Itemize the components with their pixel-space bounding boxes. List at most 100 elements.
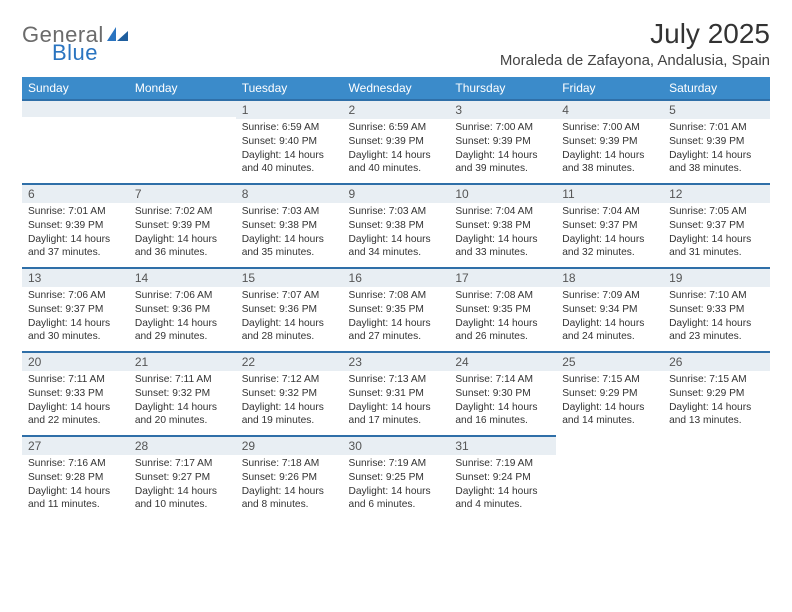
sunset-line: Sunset: 9:39 PM: [135, 219, 230, 233]
daylight-line: Daylight: 14 hours and 8 minutes.: [242, 485, 337, 513]
sunset-line: Sunset: 9:30 PM: [455, 387, 550, 401]
day-number: 9: [343, 183, 450, 203]
calendar-day-cell: 4Sunrise: 7:00 AMSunset: 9:39 PMDaylight…: [556, 99, 663, 183]
calendar-day-cell: 31Sunrise: 7:19 AMSunset: 9:24 PMDayligh…: [449, 435, 556, 519]
day-number: 28: [129, 435, 236, 455]
empty-day-bar: [22, 99, 129, 117]
sunrise-line: Sunrise: 7:04 AM: [455, 205, 550, 219]
calendar-week-row: 13Sunrise: 7:06 AMSunset: 9:37 PMDayligh…: [22, 267, 770, 351]
calendar-body: 1Sunrise: 6:59 AMSunset: 9:40 PMDaylight…: [22, 99, 770, 519]
sunrise-line: Sunrise: 7:17 AM: [135, 457, 230, 471]
sunset-line: Sunset: 9:34 PM: [562, 303, 657, 317]
calendar-day-cell: 8Sunrise: 7:03 AMSunset: 9:38 PMDaylight…: [236, 183, 343, 267]
daylight-line: Daylight: 14 hours and 36 minutes.: [135, 233, 230, 261]
day-number: 4: [556, 99, 663, 119]
calendar-day-cell: 19Sunrise: 7:10 AMSunset: 9:33 PMDayligh…: [663, 267, 770, 351]
sunset-line: Sunset: 9:32 PM: [242, 387, 337, 401]
daylight-line: Daylight: 14 hours and 37 minutes.: [28, 233, 123, 261]
day-number: 8: [236, 183, 343, 203]
daylight-line: Daylight: 14 hours and 39 minutes.: [455, 149, 550, 177]
day-number: 29: [236, 435, 343, 455]
sunrise-line: Sunrise: 7:06 AM: [28, 289, 123, 303]
daylight-line: Daylight: 14 hours and 10 minutes.: [135, 485, 230, 513]
day-number: 12: [663, 183, 770, 203]
daylight-line: Daylight: 14 hours and 40 minutes.: [242, 149, 337, 177]
daylight-line: Daylight: 14 hours and 4 minutes.: [455, 485, 550, 513]
calendar-day-cell: 29Sunrise: 7:18 AMSunset: 9:26 PMDayligh…: [236, 435, 343, 519]
day-details: Sunrise: 7:07 AMSunset: 9:36 PMDaylight:…: [236, 287, 343, 348]
calendar-day-cell: 25Sunrise: 7:15 AMSunset: 9:29 PMDayligh…: [556, 351, 663, 435]
sunset-line: Sunset: 9:39 PM: [28, 219, 123, 233]
sunrise-line: Sunrise: 7:11 AM: [135, 373, 230, 387]
daylight-line: Daylight: 14 hours and 14 minutes.: [562, 401, 657, 429]
day-number: 30: [343, 435, 450, 455]
sunrise-line: Sunrise: 7:10 AM: [669, 289, 764, 303]
day-number: 5: [663, 99, 770, 119]
calendar-day-cell: 13Sunrise: 7:06 AMSunset: 9:37 PMDayligh…: [22, 267, 129, 351]
weekday-header: Thursday: [449, 77, 556, 99]
day-details: Sunrise: 7:01 AMSunset: 9:39 PMDaylight:…: [22, 203, 129, 264]
sunset-line: Sunset: 9:33 PM: [28, 387, 123, 401]
weekday-header: Monday: [129, 77, 236, 99]
day-details: Sunrise: 7:05 AMSunset: 9:37 PMDaylight:…: [663, 203, 770, 264]
sunrise-line: Sunrise: 7:03 AM: [242, 205, 337, 219]
sunset-line: Sunset: 9:29 PM: [669, 387, 764, 401]
sunrise-line: Sunrise: 7:11 AM: [28, 373, 123, 387]
day-details: Sunrise: 7:06 AMSunset: 9:36 PMDaylight:…: [129, 287, 236, 348]
header-row: GeneralBlue July 2025 Moraleda de Zafayo…: [22, 18, 770, 69]
calendar-day-cell: 9Sunrise: 7:03 AMSunset: 9:38 PMDaylight…: [343, 183, 450, 267]
sunset-line: Sunset: 9:27 PM: [135, 471, 230, 485]
day-number: 25: [556, 351, 663, 371]
calendar-day-cell: 11Sunrise: 7:04 AMSunset: 9:37 PMDayligh…: [556, 183, 663, 267]
calendar-day-cell: 28Sunrise: 7:17 AMSunset: 9:27 PMDayligh…: [129, 435, 236, 519]
day-number: 3: [449, 99, 556, 119]
weekday-header: Tuesday: [236, 77, 343, 99]
calendar-day-cell: 30Sunrise: 7:19 AMSunset: 9:25 PMDayligh…: [343, 435, 450, 519]
daylight-line: Daylight: 14 hours and 27 minutes.: [349, 317, 444, 345]
calendar-day-cell: 27Sunrise: 7:16 AMSunset: 9:28 PMDayligh…: [22, 435, 129, 519]
sunrise-line: Sunrise: 7:15 AM: [562, 373, 657, 387]
weekday-header: Sunday: [22, 77, 129, 99]
daylight-line: Daylight: 14 hours and 19 minutes.: [242, 401, 337, 429]
day-number: 15: [236, 267, 343, 287]
day-number: 21: [129, 351, 236, 371]
weekday-header: Saturday: [663, 77, 770, 99]
empty-day-bar: [129, 99, 236, 117]
weekday-header: Friday: [556, 77, 663, 99]
day-details: Sunrise: 7:06 AMSunset: 9:37 PMDaylight:…: [22, 287, 129, 348]
sunrise-line: Sunrise: 7:00 AM: [562, 121, 657, 135]
calendar-day-cell: 17Sunrise: 7:08 AMSunset: 9:35 PMDayligh…: [449, 267, 556, 351]
day-details: Sunrise: 7:03 AMSunset: 9:38 PMDaylight:…: [343, 203, 450, 264]
day-number: 14: [129, 267, 236, 287]
sunset-line: Sunset: 9:35 PM: [455, 303, 550, 317]
sunset-line: Sunset: 9:38 PM: [242, 219, 337, 233]
day-details: Sunrise: 7:19 AMSunset: 9:24 PMDaylight:…: [449, 455, 556, 516]
calendar-empty-cell: [663, 435, 770, 519]
day-number: 22: [236, 351, 343, 371]
sunset-line: Sunset: 9:37 PM: [562, 219, 657, 233]
day-details: Sunrise: 7:08 AMSunset: 9:35 PMDaylight:…: [449, 287, 556, 348]
day-details: Sunrise: 7:11 AMSunset: 9:32 PMDaylight:…: [129, 371, 236, 432]
daylight-line: Daylight: 14 hours and 29 minutes.: [135, 317, 230, 345]
sunrise-line: Sunrise: 7:01 AM: [28, 205, 123, 219]
sunrise-line: Sunrise: 7:03 AM: [349, 205, 444, 219]
day-details: Sunrise: 7:17 AMSunset: 9:27 PMDaylight:…: [129, 455, 236, 516]
day-details: Sunrise: 7:00 AMSunset: 9:39 PMDaylight:…: [449, 119, 556, 180]
location-subtitle: Moraleda de Zafayona, Andalusia, Spain: [500, 52, 770, 69]
calendar-page: GeneralBlue July 2025 Moraleda de Zafayo…: [0, 0, 792, 519]
daylight-line: Daylight: 14 hours and 22 minutes.: [28, 401, 123, 429]
day-details: Sunrise: 7:18 AMSunset: 9:26 PMDaylight:…: [236, 455, 343, 516]
day-details: Sunrise: 6:59 AMSunset: 9:40 PMDaylight:…: [236, 119, 343, 180]
day-number: 11: [556, 183, 663, 203]
day-number: 23: [343, 351, 450, 371]
sunset-line: Sunset: 9:24 PM: [455, 471, 550, 485]
calendar-day-cell: 2Sunrise: 6:59 AMSunset: 9:39 PMDaylight…: [343, 99, 450, 183]
sunset-line: Sunset: 9:25 PM: [349, 471, 444, 485]
day-details: Sunrise: 7:02 AMSunset: 9:39 PMDaylight:…: [129, 203, 236, 264]
sunset-line: Sunset: 9:39 PM: [562, 135, 657, 149]
daylight-line: Daylight: 14 hours and 34 minutes.: [349, 233, 444, 261]
daylight-line: Daylight: 14 hours and 33 minutes.: [455, 233, 550, 261]
day-number: 13: [22, 267, 129, 287]
daylight-line: Daylight: 14 hours and 30 minutes.: [28, 317, 123, 345]
daylight-line: Daylight: 14 hours and 40 minutes.: [349, 149, 444, 177]
